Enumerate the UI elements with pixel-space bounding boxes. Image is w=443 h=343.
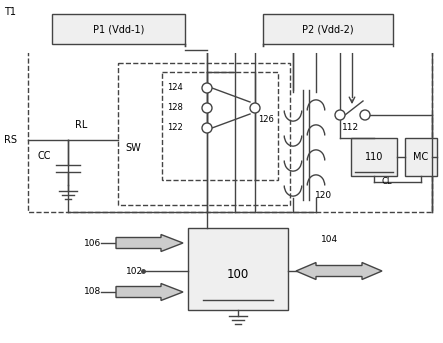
Text: 108: 108 xyxy=(84,287,101,296)
Bar xyxy=(351,138,397,176)
Text: RL: RL xyxy=(75,120,87,130)
Text: 122: 122 xyxy=(167,123,183,132)
Bar xyxy=(263,14,393,44)
Bar xyxy=(52,14,185,44)
Text: 112: 112 xyxy=(342,123,359,132)
Polygon shape xyxy=(116,235,183,251)
Circle shape xyxy=(360,110,370,120)
Text: T1: T1 xyxy=(4,7,16,17)
Bar xyxy=(28,50,432,212)
Text: 124: 124 xyxy=(167,83,183,93)
Text: MC: MC xyxy=(413,152,429,162)
Text: 102: 102 xyxy=(126,267,143,275)
Bar xyxy=(162,72,278,180)
Text: RS: RS xyxy=(4,135,17,145)
Polygon shape xyxy=(296,262,382,280)
Circle shape xyxy=(335,110,345,120)
Text: 110: 110 xyxy=(365,152,383,162)
Bar xyxy=(188,228,288,310)
Bar xyxy=(405,138,437,176)
Text: 120: 120 xyxy=(315,190,332,200)
Text: 128: 128 xyxy=(167,104,183,113)
Text: 126: 126 xyxy=(258,116,274,125)
Bar xyxy=(118,63,290,205)
Text: CL: CL xyxy=(382,177,392,187)
Circle shape xyxy=(202,123,212,133)
Circle shape xyxy=(202,103,212,113)
Circle shape xyxy=(202,83,212,93)
Circle shape xyxy=(250,103,260,113)
Polygon shape xyxy=(116,284,183,300)
Text: 104: 104 xyxy=(321,236,338,245)
Text: P1 (Vdd-1): P1 (Vdd-1) xyxy=(93,24,144,34)
Text: 106: 106 xyxy=(84,238,101,248)
Text: P2 (Vdd-2): P2 (Vdd-2) xyxy=(302,24,354,34)
Text: 100: 100 xyxy=(227,269,249,282)
Text: SW: SW xyxy=(125,143,141,153)
Text: CC: CC xyxy=(38,151,51,161)
